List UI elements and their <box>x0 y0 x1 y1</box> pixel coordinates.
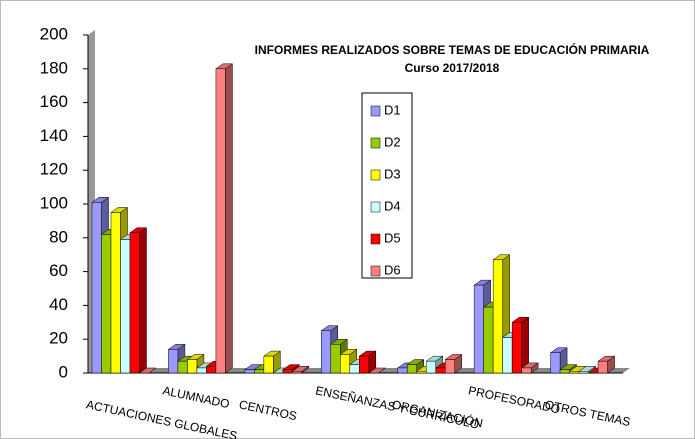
bar <box>129 232 140 374</box>
bar <box>492 259 503 374</box>
bar <box>321 330 332 374</box>
bar <box>330 344 341 374</box>
legend-label: D6 <box>384 262 401 277</box>
legend-label: D5 <box>384 230 401 245</box>
y-tick-label: 60 <box>49 261 68 280</box>
bar <box>349 364 360 374</box>
bar <box>292 371 303 374</box>
bar-side <box>225 63 233 374</box>
legend-swatch <box>370 137 381 149</box>
bar <box>263 355 274 374</box>
bar <box>397 367 408 374</box>
bar <box>597 360 608 374</box>
bar <box>110 212 121 374</box>
y-tick-label: 140 <box>40 126 68 145</box>
legend-swatch <box>370 233 381 245</box>
bar <box>444 359 455 374</box>
bar <box>196 367 207 374</box>
bar <box>101 234 112 374</box>
bar <box>435 367 446 374</box>
y-tick-label: 80 <box>49 227 68 246</box>
chart-title: INFORMES REALIZADOS SOBRE TEMAS DE EDUCA… <box>255 42 650 57</box>
y-tick-label: 180 <box>40 58 68 77</box>
y-tick-label: 100 <box>40 193 68 212</box>
bar <box>177 360 188 374</box>
bar <box>578 371 589 374</box>
bar <box>521 367 532 374</box>
y-tick-label: 160 <box>40 92 68 111</box>
bar <box>473 284 484 374</box>
bar <box>406 364 417 374</box>
legend-swatch <box>370 169 381 181</box>
y-tick-label: 200 <box>40 24 68 43</box>
bar-top <box>138 367 157 374</box>
bar <box>425 360 436 374</box>
bar <box>569 371 580 374</box>
legend <box>361 92 413 279</box>
bar <box>91 202 102 374</box>
bar <box>215 68 226 374</box>
y-tick-label: 120 <box>40 160 68 179</box>
bar-top <box>368 367 387 374</box>
y-tick-label: 0 <box>59 362 68 381</box>
bar <box>340 354 351 374</box>
bar <box>559 369 570 374</box>
legend-label: D3 <box>384 166 401 181</box>
bar <box>282 369 293 374</box>
legend-swatch <box>370 105 381 117</box>
legend-label: D4 <box>384 198 401 213</box>
bar <box>187 359 198 374</box>
bar <box>483 306 494 374</box>
bar <box>511 322 522 374</box>
bar <box>502 337 513 374</box>
bar <box>416 371 427 374</box>
bar <box>168 349 179 374</box>
legend-swatch <box>370 265 381 277</box>
bar <box>359 355 370 374</box>
bar <box>244 369 255 374</box>
legend-swatch <box>370 201 381 213</box>
bar <box>550 352 561 374</box>
bar <box>120 239 131 374</box>
bar <box>254 369 265 374</box>
bar <box>206 365 217 374</box>
bar-side <box>139 227 147 374</box>
y-tick-label: 20 <box>49 329 68 348</box>
y-tick-label: 40 <box>49 295 68 314</box>
chart-subtitle: Curso 2017/2018 <box>405 61 500 75</box>
legend-label: D1 <box>384 102 401 117</box>
legend-label: D2 <box>384 134 401 149</box>
